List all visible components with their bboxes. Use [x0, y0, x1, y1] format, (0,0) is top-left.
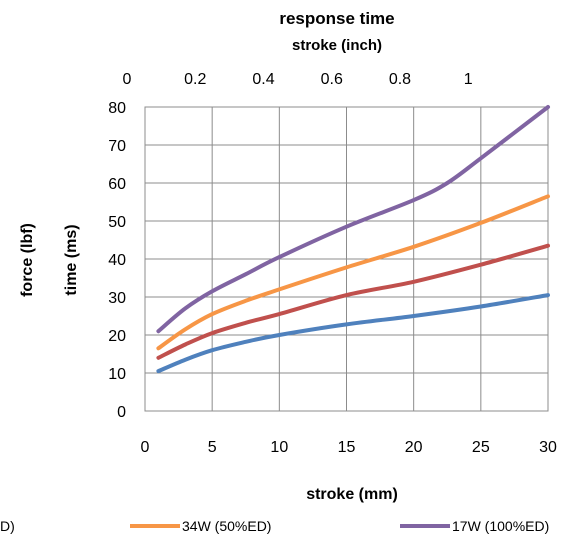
x-tick-label: 0: [141, 439, 150, 456]
legend: D) 34W (50%ED) 17W (100%ED): [0, 518, 549, 534]
y-tick-label: 20: [108, 328, 126, 345]
legend-label-orange: 34W (50%ED): [182, 518, 271, 534]
y-tick-label: 70: [108, 138, 126, 155]
legend-label-blue: D): [0, 518, 15, 534]
x-tick-label: 30: [539, 439, 557, 456]
top-tick-label: 0.2: [184, 71, 206, 88]
top-tick-label: 0.6: [321, 71, 343, 88]
y-tick-label: 0: [117, 404, 126, 421]
y-tick-label: 80: [108, 100, 126, 117]
y-tick-label: 30: [108, 290, 126, 307]
top-tick-label: 0: [123, 71, 132, 88]
series-line-0: [156, 293, 550, 374]
y-axis-label: time (ms): [63, 224, 80, 295]
x-axis-label: stroke (mm): [306, 486, 398, 503]
top-tick-label: 0.4: [252, 71, 274, 88]
x-tick-label: 5: [208, 439, 217, 456]
x-tick-label: 20: [405, 439, 423, 456]
legend-label-purple: 17W (100%ED): [452, 518, 549, 534]
top-axis-label: stroke (inch): [292, 37, 382, 54]
top-tick-label: 0.8: [389, 71, 411, 88]
y-tick-label: 40: [108, 252, 126, 269]
series-lines: [156, 105, 550, 374]
chart-title: response time: [279, 9, 394, 28]
plot-border: [144, 106, 549, 412]
x-tick-label: 25: [472, 439, 490, 456]
x-tick-label: 15: [338, 439, 356, 456]
top-tick-label: 1: [464, 71, 473, 88]
series-line-3: [156, 105, 550, 334]
x-tick-label: 10: [270, 439, 288, 456]
top-axis-ticks: 0 0.2 0.4 0.6 0.8 1: [123, 71, 473, 88]
y-axis-outer-label: force (lbf): [19, 223, 36, 297]
series-line-1: [156, 243, 550, 360]
x-axis-ticks: 0 5 10 15 20 25 30: [141, 439, 557, 456]
y-tick-label: 10: [108, 366, 126, 383]
y-tick-label: 50: [108, 214, 126, 231]
y-tick-label: 60: [108, 176, 126, 193]
series-line-2: [156, 194, 550, 351]
y-axis-ticks: 0 10 20 30 40 50 60 70 80: [108, 100, 126, 421]
